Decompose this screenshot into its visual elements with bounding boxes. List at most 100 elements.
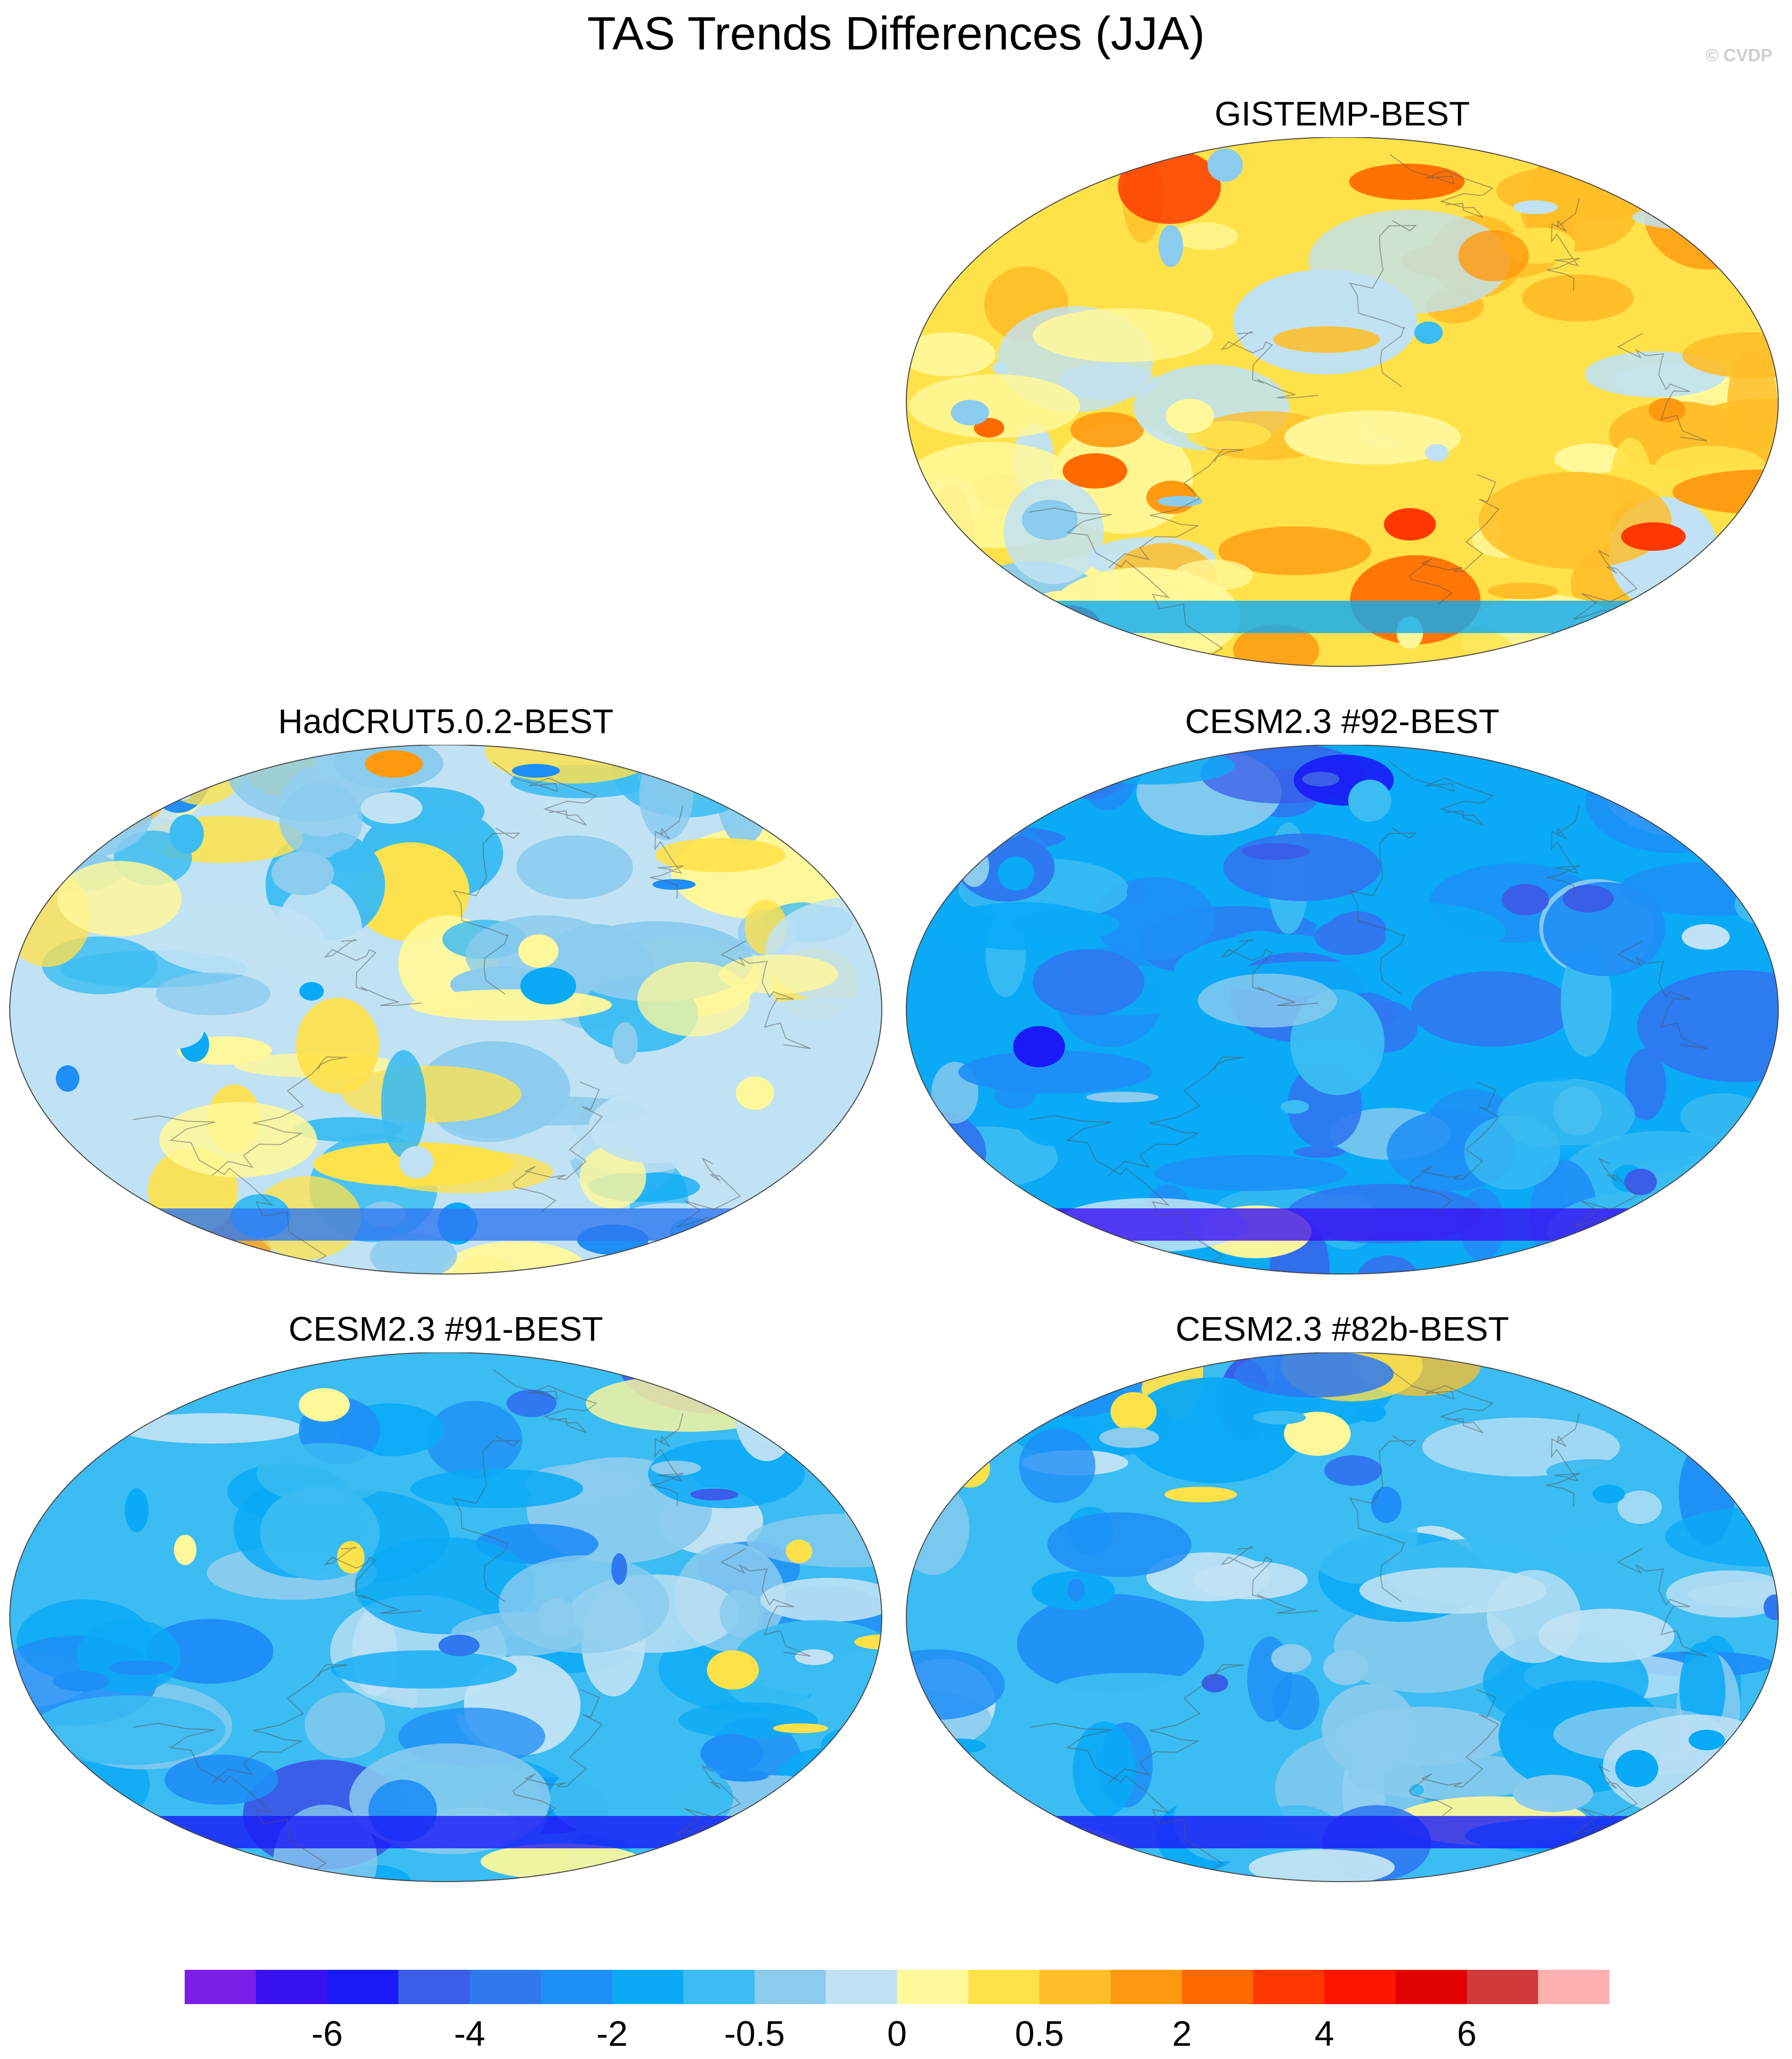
anomaly-contour bbox=[909, 374, 1080, 438]
anomaly-contour bbox=[1513, 200, 1558, 214]
anomaly-contour bbox=[984, 1352, 1056, 1391]
anomaly-contour bbox=[120, 1413, 303, 1444]
anomaly-contour bbox=[786, 1540, 812, 1563]
map-panel-hadcrut: HadCRUT5.0.2-BEST bbox=[5, 701, 887, 1294]
anomaly-contour bbox=[1249, 1849, 1395, 1882]
anomaly-contour bbox=[271, 851, 334, 895]
coastline bbox=[1389, 154, 1494, 218]
map-plot bbox=[9, 745, 882, 1275]
anomaly-contour bbox=[707, 1650, 759, 1690]
coastline bbox=[212, 1056, 348, 1176]
anomaly-contour bbox=[1644, 160, 1772, 270]
colorbar-tick-label: -0.5 bbox=[724, 2014, 785, 2054]
anomaly-contour bbox=[171, 779, 194, 800]
anomaly-contour bbox=[701, 1734, 763, 1772]
anomaly-contour bbox=[109, 1661, 173, 1675]
coastline bbox=[493, 761, 598, 826]
coastline bbox=[961, 1216, 1082, 1274]
anomaly-contour bbox=[1070, 412, 1144, 447]
anomaly-contour bbox=[1615, 1750, 1658, 1787]
anomaly-contour bbox=[943, 1356, 1009, 1399]
map-plot bbox=[906, 137, 1779, 667]
anomaly-contour bbox=[954, 212, 1004, 226]
map-panel-cesm-82b: CESM2.3 #82b-BEST bbox=[901, 1308, 1783, 1901]
colorbar-swatch bbox=[1253, 1970, 1325, 2004]
anomaly-contour bbox=[1688, 799, 1727, 814]
anomaly-contour bbox=[720, 1590, 760, 1637]
colorbar-swatch bbox=[185, 1970, 256, 2004]
anomaly-contour bbox=[960, 846, 989, 887]
anomaly-contour bbox=[1358, 1255, 1418, 1274]
anomaly-contour bbox=[947, 162, 1013, 206]
anomaly-contour bbox=[1017, 1594, 1204, 1693]
anomaly-contour bbox=[777, 1748, 876, 1810]
anomaly-contour bbox=[1557, 1523, 1667, 1553]
coastline bbox=[1408, 1689, 1500, 1820]
anomaly-contour bbox=[811, 1664, 882, 1689]
anomaly-contour bbox=[56, 1065, 79, 1092]
anomaly-contour bbox=[761, 1804, 813, 1882]
anomaly-contour bbox=[1742, 637, 1778, 664]
anomaly-contour bbox=[1164, 1487, 1237, 1502]
anomaly-contour bbox=[1349, 164, 1465, 200]
map-plot bbox=[9, 1352, 882, 1882]
anomaly-contour bbox=[1563, 885, 1614, 912]
anomaly-contour bbox=[1334, 1599, 1515, 1693]
colorbar-tick-label: 0.5 bbox=[1015, 2014, 1064, 2054]
anomaly-contour bbox=[1411, 971, 1573, 1047]
anomaly-contour bbox=[73, 1800, 110, 1823]
anomaly-contour bbox=[355, 1537, 535, 1634]
anomaly-contour bbox=[299, 1388, 350, 1422]
colorbar-tick-label: -4 bbox=[454, 2014, 485, 2054]
anomaly-contour bbox=[1682, 924, 1730, 950]
anomaly-contour bbox=[1014, 909, 1119, 940]
coastline bbox=[1029, 1115, 1223, 1272]
coastline bbox=[512, 1689, 603, 1820]
anomaly-contour bbox=[1546, 1459, 1637, 1484]
anomaly-contour bbox=[974, 418, 1004, 438]
anomaly-contour bbox=[580, 1145, 646, 1209]
colorbar-swatch bbox=[1111, 1970, 1183, 2004]
anomaly-contour bbox=[1716, 751, 1778, 825]
anomaly-contour bbox=[1565, 140, 1583, 152]
anomaly-contour bbox=[516, 835, 633, 899]
anomaly-contour bbox=[639, 751, 693, 840]
anomaly-contour bbox=[10, 1515, 135, 1590]
anomaly-contour bbox=[1624, 639, 1778, 666]
anomaly-contour bbox=[481, 1843, 642, 1880]
coastline bbox=[1220, 938, 1319, 1006]
panel-title: CESM2.3 #92-BEST bbox=[1185, 702, 1500, 740]
anomaly-contour bbox=[993, 362, 1008, 374]
coastline bbox=[493, 1369, 598, 1433]
colorbar-swatch bbox=[1395, 1970, 1467, 2004]
anomaly-contour bbox=[1057, 1673, 1205, 1700]
anomaly-contour bbox=[1154, 1155, 1347, 1191]
anomaly-contour bbox=[651, 1461, 701, 1475]
polar-band bbox=[906, 601, 1778, 633]
coastline bbox=[961, 609, 1082, 666]
anomaly-contour bbox=[1242, 843, 1309, 860]
anomaly-contour bbox=[1013, 1026, 1065, 1067]
anomaly-contour bbox=[1362, 467, 1389, 508]
colorbar-swatch bbox=[1467, 1970, 1539, 2004]
anomaly-contour bbox=[925, 137, 1128, 177]
coastline bbox=[1220, 1546, 1319, 1614]
anomaly-contour bbox=[426, 1401, 522, 1478]
anomaly-contour bbox=[919, 165, 975, 239]
anomaly-contour bbox=[1698, 616, 1778, 666]
anomaly-contour bbox=[998, 857, 1034, 891]
anomaly-contour bbox=[1063, 453, 1127, 489]
anomaly-contour bbox=[1099, 1427, 1159, 1448]
anomaly-contour bbox=[1487, 1570, 1581, 1663]
colorbar-swatch bbox=[612, 1970, 684, 2004]
anomaly-contour bbox=[1073, 1721, 1136, 1817]
map-plot bbox=[906, 1352, 1779, 1882]
anomaly-contour bbox=[1535, 1352, 1701, 1374]
anomaly-contour bbox=[622, 1873, 647, 1882]
coastline bbox=[650, 805, 684, 899]
panel-title: HadCRUT5.0.2-BEST bbox=[278, 702, 614, 740]
colorbar-swatch bbox=[968, 1970, 1040, 2004]
anomaly-contour bbox=[1708, 1365, 1778, 1466]
anomaly-contour bbox=[165, 1755, 278, 1805]
anomaly-contour bbox=[1622, 590, 1680, 662]
